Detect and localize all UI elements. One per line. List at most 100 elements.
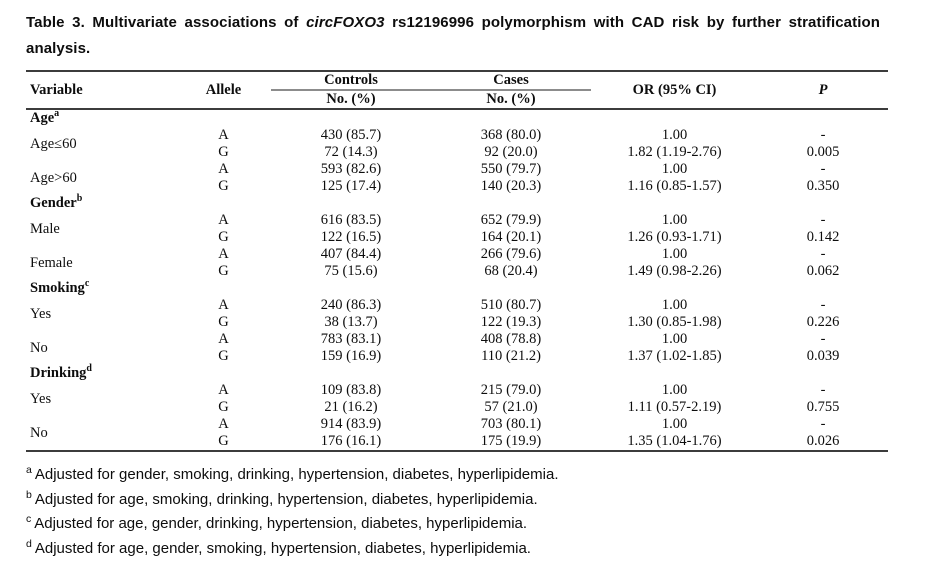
header-row-2: No. (%) No. (%) [26, 90, 888, 109]
cases-cell: 652 (79.9) [480, 212, 542, 228]
allele-cell: A [218, 416, 229, 432]
controls-cell: 914 (83.9) [320, 416, 382, 432]
section-row: Genderb [26, 193, 888, 212]
footnote-line: d Adjusted for age, gender, smoking, hype… [26, 537, 531, 557]
controls-cell: 122 (16.5) [320, 229, 382, 245]
data-row: Male A 616 (83.5) 652 (79.9) 1.00 - [26, 212, 888, 237]
section-label: Genderb [30, 193, 83, 211]
data-row: G 122 (16.5) 164 (20.1) 1.26 (0.93-1.71) 0.1… [26, 229, 888, 246]
allele-cell: G [218, 229, 229, 245]
allele-cell: A [218, 246, 229, 262]
allele-cell: A [218, 382, 229, 398]
table-title: Table 3. Multivariate associations of ci… [26, 10, 880, 62]
data-row: Age>60 A 593 (82.6) 550 (79.7) 1.00 - [26, 161, 888, 186]
data-row: G 176 (16.1) 175 (19.9) 1.35 (1.04-1.76) 0.0… [26, 433, 888, 451]
or-cell: 1.11 (0.57-2.19) [627, 399, 722, 415]
or-cell: 1.49 (0.98-2.26) [627, 263, 722, 279]
footnotes: a Adjusted for gender, smoking, drinking,… [26, 463, 902, 561]
cases-cell: 550 (79.7) [480, 161, 542, 177]
table-header: Variable Allele Controls Cases OR (95% C… [26, 71, 888, 109]
p-cell: - [820, 297, 826, 313]
controls-cell: 125 (17.4) [320, 178, 382, 194]
controls-cell: 176 (16.1) [320, 433, 382, 449]
cases-cell: 408 (78.8) [480, 331, 542, 347]
variable-cell: Yes [30, 390, 52, 407]
variable-cell: Female [30, 254, 73, 271]
data-row: G 21 (16.2) 57 (21.0) 1.11 (0.57-2.19) 0.755 [26, 399, 888, 416]
or-cell: 1.35 (1.04-1.76) [627, 433, 722, 449]
section-row: Drinkingd [26, 363, 888, 382]
p-cell: 0.026 [806, 433, 840, 449]
allele-cell: G [218, 433, 229, 449]
header-cases-sub: No. (%) [486, 91, 536, 107]
or-cell: 1.26 (0.93-1.71) [627, 229, 722, 245]
section-label: Agea [30, 108, 60, 126]
stratification-table: Variable Allele Controls Cases OR (95% C… [26, 70, 888, 452]
controls-cell: 593 (82.6) [320, 161, 382, 177]
controls-cell: 430 (85.7) [320, 127, 382, 143]
p-cell: - [820, 212, 826, 228]
header-controls: Controls [271, 71, 431, 91]
section-footnote-marker: b [76, 193, 83, 205]
p-cell: - [820, 382, 826, 398]
header-variable: Variable [30, 81, 83, 98]
header-allele: Allele [205, 81, 242, 98]
header-row-1: Variable Allele Controls Cases OR (95% C… [26, 71, 888, 98]
controls-cell: 159 (16.9) [320, 348, 382, 364]
allele-cell: A [218, 127, 229, 143]
variable-cell: Yes [30, 305, 52, 322]
data-row: Female A 407 (84.4) 266 (79.6) 1.00 - [26, 246, 888, 271]
or-cell: 1.00 [661, 382, 688, 398]
p-cell: 0.062 [806, 263, 840, 279]
data-row: Yes A 109 (83.8) 215 (79.0) 1.00 - [26, 382, 888, 407]
allele-cell: G [218, 399, 229, 415]
header-cases: Cases [431, 71, 591, 91]
p-cell: 0.350 [806, 178, 840, 194]
or-cell: 1.30 (0.85-1.98) [627, 314, 722, 330]
cases-cell: 140 (20.3) [480, 178, 542, 194]
header-controls-sub: No. (%) [326, 91, 376, 107]
header-p-value: P [818, 81, 828, 98]
data-row: G 125 (17.4) 140 (20.3) 1.16 (0.85-1.57) 0.3… [26, 178, 888, 195]
section-label: Smokingc [30, 278, 90, 296]
data-row: Yes A 240 (86.3) 510 (80.7) 1.00 - [26, 297, 888, 322]
controls-cell: 407 (84.4) [320, 246, 382, 262]
or-cell: 1.00 [661, 161, 688, 177]
header-or-ci: OR (95% CI) [632, 81, 717, 98]
cases-cell: 164 (20.1) [480, 229, 542, 245]
variable-cell: Age>60 [30, 169, 77, 186]
variable-cell: Age≤60 [30, 135, 77, 152]
variable-cell: No [30, 339, 48, 356]
variable-cell: No [30, 424, 48, 441]
footnote-line: b Adjusted for age, smoking, drinking, hy… [26, 488, 538, 508]
or-cell: 1.00 [661, 212, 688, 228]
allele-cell: A [218, 212, 229, 228]
footnote-line: a Adjusted for gender, smoking, drinking,… [26, 464, 559, 483]
cases-cell: 175 (19.9) [480, 433, 542, 449]
table-body: Agea Age≤60 A 430 (85.7) 368 (80.0) 1.00 - G 72 … [26, 109, 888, 451]
controls-cell: 72 (14.3) [324, 144, 378, 160]
cases-cell: 92 (20.0) [484, 144, 538, 160]
section-footnote-marker: c [84, 278, 90, 290]
allele-cell: G [218, 178, 229, 194]
p-cell: - [820, 127, 826, 143]
footnote-marker: c [26, 513, 32, 525]
data-row: G 159 (16.9) 110 (21.2) 1.37 (1.02-1.85) 0.0… [26, 348, 888, 365]
section-footnote-marker: d [86, 363, 92, 375]
section-label: Drinkingd [30, 363, 92, 381]
controls-cell: 75 (15.6) [324, 263, 378, 279]
allele-cell: A [218, 297, 229, 313]
cases-cell: 122 (19.3) [480, 314, 542, 330]
controls-cell: 783 (83.1) [320, 331, 382, 347]
p-cell: 0.755 [806, 399, 840, 415]
title-text-suffix: rs12196996 polymorphism with CAD risk by… [26, 14, 880, 57]
section-footnote-marker: a [54, 108, 60, 120]
or-cell: 1.00 [661, 416, 688, 432]
cases-cell: 510 (80.7) [480, 297, 542, 313]
allele-cell: G [218, 348, 229, 364]
variable-cell: Male [30, 220, 60, 237]
p-cell: - [820, 161, 826, 177]
p-cell: 0.005 [806, 144, 840, 160]
cases-cell: 266 (79.6) [480, 246, 542, 262]
